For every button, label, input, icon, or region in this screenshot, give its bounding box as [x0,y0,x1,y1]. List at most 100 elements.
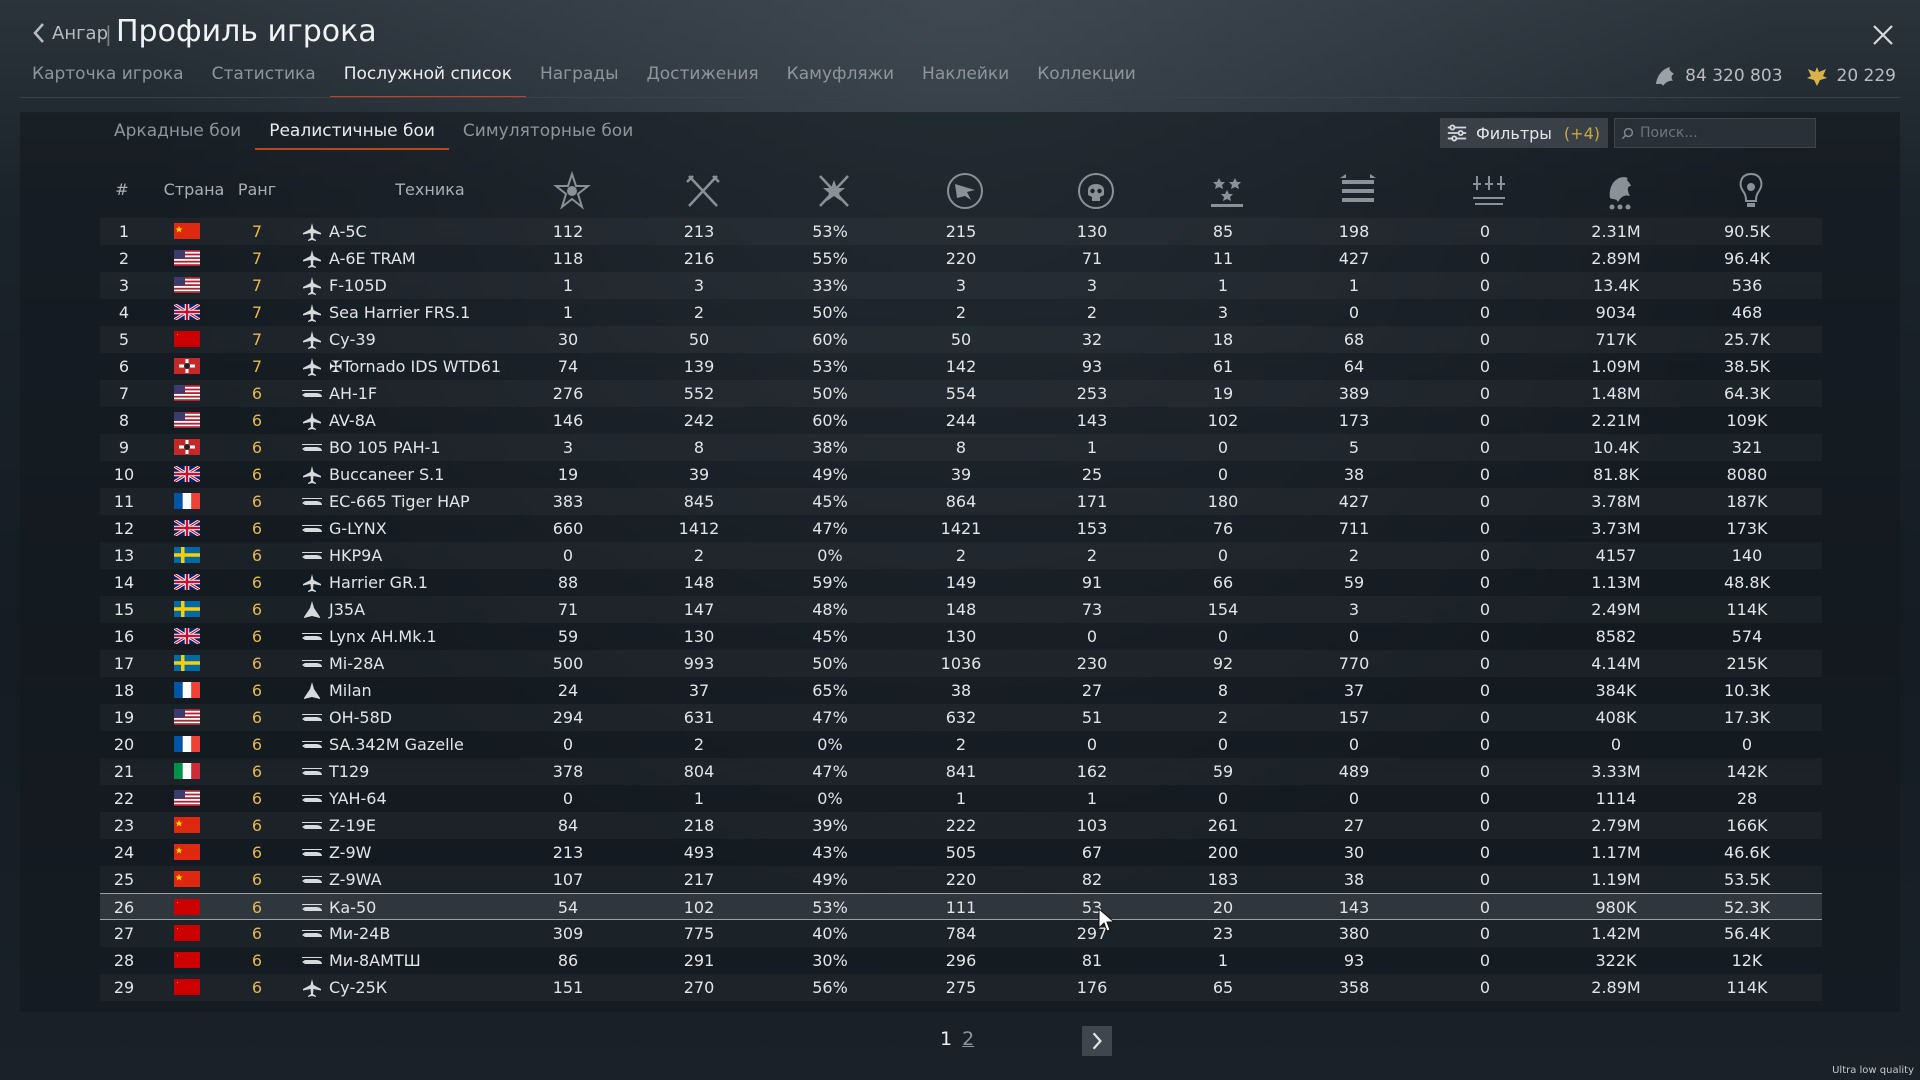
table-row[interactable]: 6 7 ✠Tornado IDS WTD61 74 139 53% 142 93 61 64 0 1.… [100,353,1822,380]
country-flag-icon [174,304,200,320]
activity-icon[interactable] [1598,170,1642,212]
page-2[interactable]: 2 [962,1028,975,1050]
tab-achievements[interactable]: Достижения [646,64,759,84]
vehicle-name[interactable]: EC-665 Tiger HAP [329,492,470,511]
research-icon[interactable] [1729,170,1773,212]
search-field[interactable] [1614,118,1816,148]
vehicle-name[interactable]: J35A [329,600,366,619]
table-row[interactable]: 9 6 BO 105 PAH-1 3 8 38% 8 1 0 5 0 10.4K 321 [100,434,1822,461]
table-row[interactable]: 19 6 OH-58D 294 631 47% 632 51 2 157 0 408K 17.3K [100,704,1822,731]
table-row[interactable]: 4 7 Sea Harrier FRS.1 1 2 50% 2 2 3 0 0 9034 468 [100,299,1822,326]
vehicle-name[interactable]: AV-8A [329,411,376,430]
vehicle-name[interactable]: BO 105 PAH-1 [329,438,441,457]
tab-statistics[interactable]: Статистика [211,64,316,84]
tab-collections[interactable]: Коллекции [1037,64,1136,84]
vehicle-name[interactable]: Lynx AH.Mk.1 [329,627,437,646]
tab-awards[interactable]: Награды [539,64,619,84]
victories-icon[interactable] [681,170,725,212]
back-button[interactable]: Ангар [32,22,108,44]
tab-simulator[interactable]: Симуляторные бои [462,121,634,141]
table-row[interactable]: 12 6 G-LYNX 660 1412 47% 1421 153 76 711 0 3.73M 173… [100,515,1822,542]
naval-kills-icon[interactable] [1467,170,1511,212]
vehicle-name[interactable]: A-5C [329,222,367,241]
vehicle-name[interactable]: T129 [329,762,370,781]
table-row[interactable]: 13 6 HKP9A 0 2 0% 2 2 0 2 0 4157 140 [100,542,1822,569]
vehicle-name[interactable]: Ка-50 [329,898,377,917]
rank-value: 7 [251,249,263,268]
table-row[interactable]: 1 7 A-5C 112 213 53% 215 130 85 198 0 2.31M 90.5K [100,218,1822,245]
table-row[interactable]: 8 6 AV-8A 146 242 60% 244 143 102 173 0 2.21M 109K [100,407,1822,434]
vehicle-name[interactable]: Z-19E [329,816,376,835]
table-row[interactable]: 25 6 Z-9WA 107 217 49% 220 82 183 38 0 1.19M 53.5K [100,866,1822,893]
tab-player-card[interactable]: Карточка игрока [32,64,184,84]
stat-cell: 166K [1726,816,1768,835]
vehicle-name[interactable]: Су-25К [329,978,388,997]
table-row[interactable]: 28 6 Ми-8АМТШ 86 291 30% 296 81 1 93 0 322K 12K [100,947,1822,974]
table-row[interactable]: 16 6 Lynx AH.Mk.1 59 130 45% 130 0 0 0 0 8582 574 [100,623,1822,650]
stat-cell: 230 [1076,654,1108,673]
table-row[interactable]: 27 6 Ми-24В 309 775 40% 784 297 23 380 0 1.42M 56.4K [100,920,1822,947]
vehicle-name[interactable]: Ми-8АМТШ [329,951,421,970]
table-row[interactable]: 29 6 Су-25К 151 270 56% 275 176 65 358 0 2.89M 114K [100,974,1822,1001]
table-row[interactable]: 24 6 Z-9W 213 493 43% 505 67 200 30 0 1.17M 46.6K [100,839,1822,866]
table-row[interactable]: 5 7 Су-39 30 50 60% 50 32 18 68 0 717K 25.7K [100,326,1822,353]
vehicle-name[interactable]: AH-1F [329,384,378,403]
table-row[interactable]: 15 6 J35A 71 147 48% 148 73 154 3 0 2.49M 114K [100,596,1822,623]
table-row[interactable]: 26 6 Ка-50 54 102 53% 111 53 20 143 0 980K 52.3K [100,893,1822,920]
table-row[interactable]: 3 7 F-105D 1 3 33% 3 3 1 1 0 13.4K 536 [100,272,1822,299]
table-row[interactable]: 2 7 A-6E TRAM 118 216 55% 220 71 11 427 0 2.89M 96.4… [100,245,1822,272]
vehicle-name[interactable]: Milan [329,681,372,700]
page-1[interactable]: 1 [940,1028,953,1050]
header-vehicle[interactable]: Техника [395,180,465,199]
rank-value: 6 [251,789,263,808]
vehicle-name[interactable]: Ми-24В [329,924,391,943]
stat-cell: 2 [693,303,705,322]
air-kills-icon[interactable] [1205,170,1249,212]
win-rate-icon[interactable] [812,170,856,212]
next-page-button[interactable] [1082,1026,1112,1056]
vehicle-name[interactable]: HKP9A [329,546,383,565]
table-row[interactable]: 21 6 T129 378 804 47% 841 162 59 489 0 3.33M 142K [100,758,1822,785]
vehicle-name[interactable]: Mi-28A [329,654,385,673]
table-row[interactable]: 22 6 YAH-64 0 1 0% 1 1 0 0 0 1114 28 [100,785,1822,812]
stat-cell: 53.5K [1723,870,1771,889]
vehicle-name[interactable]: G-LYNX [329,519,387,538]
vehicle-name[interactable]: Sea Harrier FRS.1 [329,303,471,322]
vehicle-name[interactable]: Z-9WA [329,870,382,889]
table-row[interactable]: 7 6 AH-1F 276 552 50% 554 253 19 389 0 1.48M 64.3K [100,380,1822,407]
filters-button[interactable]: Фильтры (+4) [1440,118,1608,148]
battles-icon[interactable] [550,170,594,212]
table-row[interactable]: 14 6 Harrier GR.1 88 148 59% 149 91 66 59 0 1.13M 48… [100,569,1822,596]
tab-arcade[interactable]: Аркадные бои [114,121,242,141]
vehicle-name[interactable]: OH-58D [329,708,393,727]
tab-camouflages[interactable]: Камуфляжи [786,64,895,84]
table-row[interactable]: 23 6 Z-19E 84 218 39% 222 103 261 27 0 2.79M 166K [100,812,1822,839]
deaths-icon[interactable] [1074,170,1118,212]
vehicle-name[interactable]: Harrier GR.1 [329,573,428,592]
table-row[interactable]: 17 6 Mi-28A 500 993 50% 1036 230 92 770 0 4.14M 215K [100,650,1822,677]
stat-cell: 107 [552,870,584,889]
stat-cell: 198 [1338,222,1370,241]
tab-service-record[interactable]: Послужной список [329,64,526,98]
ground-kills-icon[interactable] [1336,170,1380,212]
table-row[interactable]: 20 6 SA.342M Gazelle 0 2 0% 2 0 0 0 0 0 0 [100,731,1822,758]
vehicle-name[interactable]: Buccaneer S.1 [329,465,445,484]
vehicle-name[interactable]: SA.342M Gazelle [329,735,464,754]
vehicle-name[interactable]: Су-39 [329,330,376,349]
header-rank[interactable]: Ранг [237,180,277,199]
table-row[interactable]: 10 6 Buccaneer S.1 19 39 49% 39 25 0 38 0 81.8K 8080 [100,461,1822,488]
close-icon[interactable] [1870,22,1896,48]
search-input[interactable] [1638,124,1812,142]
stat-cell: 632 [945,708,977,727]
tab-decals[interactable]: Наклейки [922,64,1010,84]
tab-realistic[interactable]: Реалистичные бои [255,118,449,150]
table-row[interactable]: 11 6 EC-665 Tiger HAP 383 845 45% 864 171 180 427… [100,488,1822,515]
table-row[interactable]: 18 6 Milan 24 37 65% 38 27 8 37 0 384K 10.3K [100,677,1822,704]
vehicle-name[interactable]: F-105D [329,276,387,295]
respawns-icon[interactable] [943,170,987,212]
vehicle-name[interactable]: ✠Tornado IDS WTD61 [329,357,502,376]
vehicle-name[interactable]: Z-9W [329,843,372,862]
vehicle-name[interactable]: YAH-64 [329,789,387,808]
header-country[interactable]: Страна [163,180,225,199]
vehicle-name[interactable]: A-6E TRAM [329,249,416,268]
